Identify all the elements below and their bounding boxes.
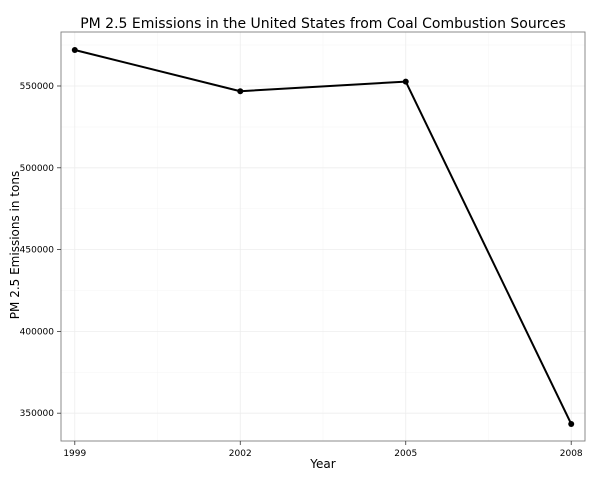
x-tick-label: 2005 bbox=[394, 449, 417, 459]
chart-title: PM 2.5 Emissions in the United States fr… bbox=[80, 16, 566, 32]
y-tick-label: 400000 bbox=[20, 327, 55, 337]
grid bbox=[61, 32, 585, 441]
x-tick-label: 2008 bbox=[560, 449, 583, 459]
data-point bbox=[237, 88, 244, 95]
x-axis-label: Year bbox=[309, 457, 335, 471]
plot-panel bbox=[60, 31, 586, 442]
data-point bbox=[71, 46, 78, 53]
x-axis: 1999 2002 2005 2008 bbox=[63, 441, 583, 459]
data-point bbox=[568, 420, 575, 427]
y-tick-label: 350000 bbox=[20, 409, 55, 419]
series-line bbox=[74, 49, 573, 425]
y-axis-label: PM 2.5 Emissions in tons bbox=[8, 171, 22, 319]
y-tick-label: 500000 bbox=[20, 164, 55, 174]
x-tick-label: 2002 bbox=[229, 449, 252, 459]
y-axis: 350000 400000 450000 500000 550000 bbox=[20, 82, 61, 419]
x-tick-label: 1999 bbox=[63, 449, 86, 459]
y-tick-label: 450000 bbox=[20, 246, 55, 256]
y-tick-label: 550000 bbox=[20, 82, 55, 92]
series-emissions bbox=[71, 46, 575, 427]
data-point bbox=[402, 78, 409, 85]
